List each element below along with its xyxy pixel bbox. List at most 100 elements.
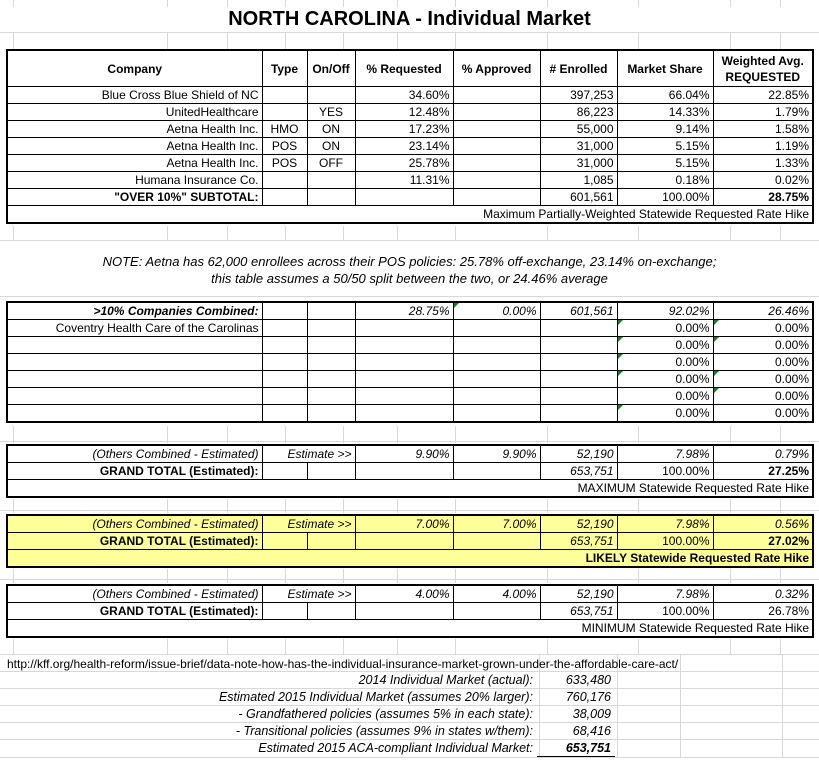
empty-cell bbox=[354, 336, 454, 354]
gridline bbox=[0, 296, 819, 297]
weighted-cell: 1.79% bbox=[712, 103, 814, 121]
weighted-cell: 0.00% bbox=[712, 319, 814, 337]
empty-cell bbox=[452, 602, 541, 620]
market-calc-block: 2014 Individual Market (actual): 633,480… bbox=[0, 672, 819, 757]
empty-cell bbox=[261, 301, 308, 320]
type-cell bbox=[261, 86, 308, 104]
weighted-cell: 0.00% bbox=[712, 353, 814, 371]
enrolled-cell: 653,751 bbox=[539, 602, 618, 620]
type-cell: HMO bbox=[261, 120, 308, 138]
empty-cell bbox=[306, 353, 356, 371]
page-title: NORTH CAROLINA - Individual Market bbox=[0, 7, 819, 32]
approved-cell: 4.00% bbox=[452, 584, 541, 603]
company-cell: Humana Insurance Co. bbox=[6, 171, 263, 189]
table-row: 0.00% 0.00% bbox=[6, 353, 814, 371]
others-label: (Others Combined - Estimated) bbox=[6, 514, 263, 533]
empty-cell bbox=[354, 602, 454, 620]
weighted-cell: 1.33% bbox=[712, 154, 814, 172]
enrolled-cell: 601,561 bbox=[539, 301, 618, 320]
gridline bbox=[780, 569, 781, 583]
company-cell bbox=[6, 336, 263, 354]
weighted-cell: 0.56% bbox=[712, 514, 814, 533]
gridline bbox=[638, 569, 639, 583]
gridline bbox=[0, 510, 819, 511]
source-url-link[interactable]: http://kff.org/health-reform/issue-brief… bbox=[7, 657, 679, 671]
others-row: (Others Combined - Estimated) Estimate >… bbox=[6, 584, 814, 603]
calc-label: - Transitional policies (assumes 9% in s… bbox=[235, 724, 533, 738]
gridline bbox=[638, 499, 639, 513]
enrolled-cell: 52,190 bbox=[539, 584, 618, 603]
table-footer-label: MAXIMUM Statewide Requested Rate Hike bbox=[6, 479, 814, 498]
grand-total-row: GRAND TOTAL (Estimated): 653,751 100.00%… bbox=[6, 602, 814, 620]
gridline bbox=[547, 499, 548, 513]
gridline bbox=[0, 32, 819, 33]
others-label: (Others Combined - Estimated) bbox=[6, 584, 263, 603]
weighted-cell: 26.78% bbox=[712, 602, 814, 620]
empty-cell bbox=[261, 336, 308, 354]
empty-cell bbox=[539, 370, 618, 388]
grand-total-row: GRAND TOTAL (Estimated): 653,751 100.00%… bbox=[6, 462, 814, 480]
gridline bbox=[0, 240, 819, 241]
gridline bbox=[780, 0, 781, 7]
error-flag-icon bbox=[454, 303, 459, 308]
empty-cell bbox=[452, 387, 541, 405]
weighted-cell: 0.02% bbox=[712, 171, 814, 189]
error-flag-icon bbox=[618, 337, 623, 342]
gridline bbox=[780, 226, 781, 240]
calc-row: - Grandfathered policies (assumes 5% in … bbox=[0, 706, 819, 723]
gridline bbox=[397, 0, 398, 7]
gridline bbox=[285, 0, 286, 7]
gridline bbox=[730, 639, 731, 654]
gridline bbox=[455, 639, 456, 654]
gridline bbox=[285, 426, 286, 443]
share-cell: 66.04% bbox=[616, 86, 714, 104]
calc-value: 653,751 bbox=[537, 740, 615, 757]
approved-cell: 0.00% bbox=[452, 301, 541, 320]
grand-total-label: GRAND TOTAL (Estimated): bbox=[6, 602, 263, 620]
gridline bbox=[0, 654, 819, 655]
gridline bbox=[547, 0, 548, 7]
gridline bbox=[0, 671, 819, 672]
others-row: (Others Combined - Estimated) Estimate >… bbox=[6, 444, 814, 463]
gridline bbox=[547, 32, 548, 49]
share-cell: 5.15% bbox=[616, 137, 714, 155]
gridline bbox=[167, 499, 168, 513]
approved-cell bbox=[452, 137, 541, 155]
type-cell bbox=[261, 103, 308, 121]
empty-cell bbox=[539, 387, 618, 405]
empty-cell bbox=[306, 370, 356, 388]
grand-total-label: GRAND TOTAL (Estimated): bbox=[6, 462, 263, 480]
calc-label: - Grandfathered policies (assumes 5% in … bbox=[238, 707, 533, 721]
table-row: Aetna Health Inc. POS ON 23.14% 31,000 5… bbox=[6, 137, 814, 155]
gridline bbox=[638, 639, 639, 654]
type-cell: POS bbox=[261, 137, 308, 155]
gridline bbox=[13, 0, 14, 7]
gridline bbox=[455, 226, 456, 240]
empty-cell bbox=[354, 370, 454, 388]
empty-cell bbox=[306, 188, 356, 206]
enrolled-cell: 31,000 bbox=[539, 137, 618, 155]
calc-row: Estimated 2015 Individual Market (assume… bbox=[0, 689, 819, 706]
gridline bbox=[397, 226, 398, 240]
empty-cell bbox=[354, 532, 454, 550]
weighted-cell: 0.00% bbox=[712, 336, 814, 354]
table-footer-row: MAXIMUM Statewide Requested Rate Hike bbox=[6, 479, 814, 498]
table-row: 0.00% 0.00% bbox=[6, 370, 814, 388]
gridline bbox=[343, 569, 344, 583]
onoff-cell: OFF bbox=[306, 154, 356, 172]
weighted-cell: 22.85% bbox=[712, 86, 814, 104]
calc-label: 2014 Individual Market (actual): bbox=[358, 673, 533, 687]
enrolled-cell: 653,751 bbox=[539, 462, 618, 480]
error-flag-icon bbox=[714, 371, 719, 376]
weighted-cell: 1.19% bbox=[712, 137, 814, 155]
enrolled-cell: 653,751 bbox=[539, 532, 618, 550]
error-flag-icon bbox=[714, 337, 719, 342]
error-flag-icon bbox=[618, 371, 623, 376]
company-cell: UnitedHealthcare bbox=[6, 103, 263, 121]
gridline bbox=[397, 639, 398, 654]
empty-cell bbox=[261, 370, 308, 388]
onoff-cell bbox=[306, 171, 356, 189]
gridline bbox=[397, 426, 398, 443]
gridline bbox=[343, 32, 344, 49]
gridline bbox=[0, 441, 819, 442]
